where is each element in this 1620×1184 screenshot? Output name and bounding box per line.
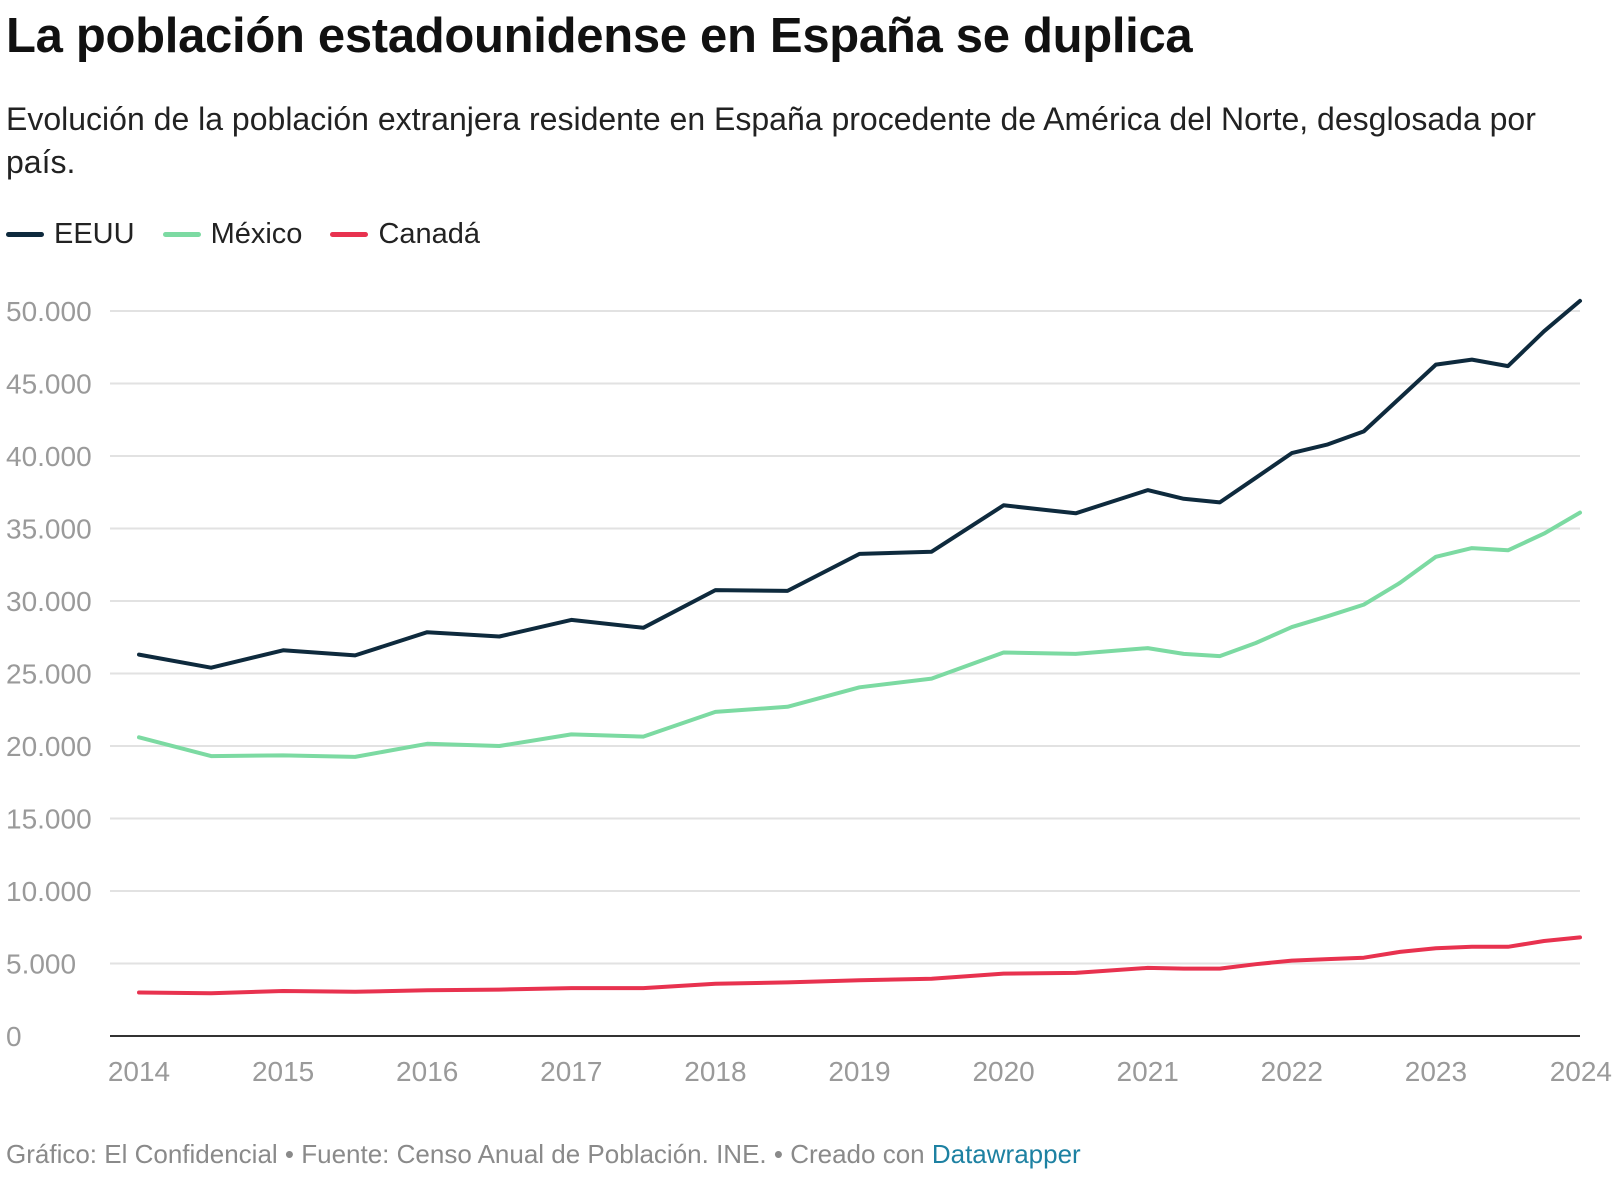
x-tick-label: 2019 — [828, 1056, 890, 1087]
gridlines — [110, 310, 1580, 965]
legend-swatch-mexico — [162, 232, 201, 237]
legend-item-mexico: México — [162, 218, 303, 251]
x-tick-label: 2021 — [1117, 1056, 1179, 1087]
x-tick-label: 2017 — [540, 1056, 602, 1087]
legend-label-canada: Canadá — [378, 218, 481, 250]
legend-swatch-canada — [330, 232, 369, 237]
x-tick-label: 2023 — [1405, 1056, 1467, 1087]
x-axis-tick-labels: 2014 2015 2016 2017 2018 2019 2020 2021 2022 2023… — [108, 1056, 1612, 1087]
x-tick-label: 2020 — [972, 1056, 1034, 1087]
legend-item-canada: Canadá — [330, 218, 480, 251]
y-tick-label: 5.000 — [6, 949, 76, 980]
y-tick-label: 20.000 — [6, 731, 92, 762]
x-tick-label: 2022 — [1261, 1056, 1323, 1087]
y-tick-label: 45.000 — [6, 369, 92, 400]
x-tick-label: 2024 — [1550, 1056, 1612, 1087]
y-tick-label: 15.000 — [6, 804, 92, 835]
series-line-eeuu — [137, 298, 1582, 670]
y-axis-tick-labels: 0 5.000 10.000 15.000 20.000 25.000 30.000 35.0… — [6, 296, 92, 1052]
x-tick-label: 2014 — [108, 1056, 170, 1087]
y-tick-label: 25.000 — [6, 659, 92, 690]
legend-swatch-eeuu — [6, 232, 44, 237]
y-tick-label: 30.000 — [6, 586, 92, 617]
x-tick-label: 2015 — [252, 1056, 314, 1087]
x-tick-label: 2018 — [684, 1056, 746, 1087]
datawrapper-link[interactable]: Datawrapper — [931, 1139, 1081, 1169]
x-tick-label: 2016 — [396, 1056, 458, 1087]
y-tick-label: 35.000 — [6, 514, 92, 545]
footer: Gráfico: El Confidencial • Fuente: Censo… — [6, 1139, 1081, 1170]
legend: EEUU México Canadá — [6, 218, 508, 251]
legend-item-eeuu: EEUU — [6, 218, 135, 251]
series-lines — [137, 298, 1582, 996]
series-line-mexico — [137, 510, 1582, 759]
footer-credits: Gráfico: El Confidencial • Fuente: Censo… — [6, 1139, 932, 1169]
y-tick-label: 0 — [6, 1021, 22, 1052]
chart-title: La población estadounidense en España se… — [6, 9, 1193, 63]
y-tick-label: 40.000 — [6, 441, 92, 472]
y-tick-label: 50.000 — [6, 296, 92, 327]
chart-subtitle: Evolución de la población extranjera res… — [6, 101, 1536, 180]
legend-label-mexico: México — [210, 218, 303, 250]
y-tick-label: 10.000 — [6, 876, 92, 907]
legend-label-eeuu: EEUU — [54, 218, 135, 250]
series-line-canada — [137, 935, 1582, 996]
